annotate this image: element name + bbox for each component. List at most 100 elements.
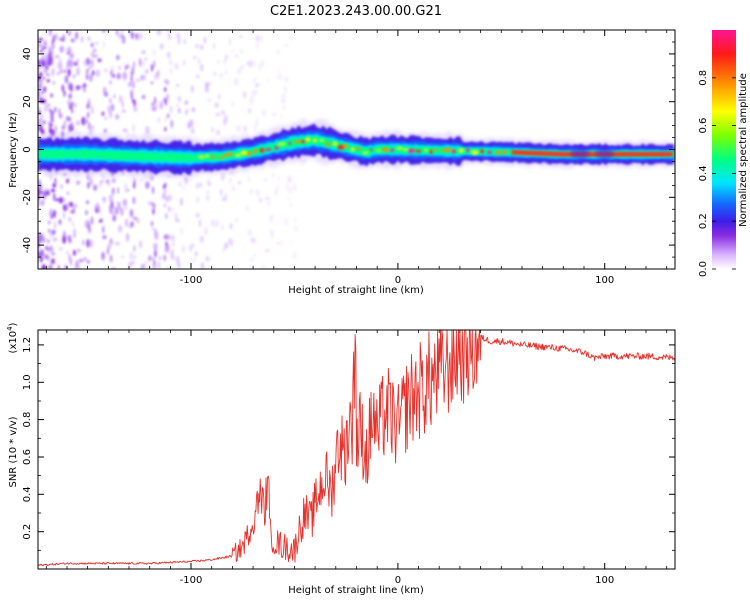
noise-speckle <box>126 129 129 139</box>
noise-speckle <box>67 191 69 195</box>
ridge-hotspot <box>362 151 369 154</box>
noise-speckle <box>261 109 266 117</box>
noise-speckle <box>110 200 114 208</box>
noise-speckle <box>279 73 283 81</box>
colorbar-tick-label: 0.8 <box>698 70 709 86</box>
noise-speckle <box>284 76 289 83</box>
ridge-hotspot <box>332 141 338 147</box>
noise-speckle <box>55 198 59 202</box>
noise-speckle <box>52 34 56 43</box>
noise-speckle <box>68 254 71 262</box>
noise-speckle <box>43 104 49 113</box>
noise-speckle <box>48 46 51 54</box>
noise-speckle <box>40 76 43 81</box>
noise-speckle <box>177 107 181 114</box>
noise-speckle <box>44 254 49 260</box>
noise-speckle <box>265 196 270 201</box>
noise-speckle <box>63 90 66 97</box>
noise-speckle <box>288 187 293 194</box>
ridge-hotspot <box>471 150 479 155</box>
noise-speckle <box>58 108 61 115</box>
noise-speckle <box>133 245 136 253</box>
noise-speckle <box>290 241 292 245</box>
noise-speckle <box>44 188 47 192</box>
noise-speckle <box>286 197 291 201</box>
noise-speckle <box>49 31 52 37</box>
noise-speckle <box>170 119 174 129</box>
noise-speckle <box>70 59 73 69</box>
noise-speckle <box>203 226 208 236</box>
noise-speckle <box>141 94 146 100</box>
noise-speckle <box>129 30 132 36</box>
colorbar-tick-label: 0.4 <box>698 165 709 181</box>
ridge-hotspot <box>218 156 224 160</box>
noise-speckle <box>68 201 72 207</box>
noise-speckle <box>39 123 43 133</box>
noise-speckle <box>152 256 155 264</box>
noise-speckle <box>120 255 125 259</box>
noise-speckle <box>166 79 169 86</box>
noise-speckle <box>151 202 154 206</box>
spectrogram-xtick-label: -100 <box>180 275 203 286</box>
noise-speckle <box>59 45 64 53</box>
noise-speckle <box>68 49 71 53</box>
noise-speckle <box>192 257 196 264</box>
noise-speckle <box>45 71 48 76</box>
noise-speckle <box>159 43 164 50</box>
noise-speckle <box>176 84 179 87</box>
noise-speckle <box>45 245 48 250</box>
noise-speckle <box>86 200 89 204</box>
noise-speckle <box>87 260 90 264</box>
noise-speckle <box>93 184 97 191</box>
noise-speckle <box>248 59 253 68</box>
ridge-hotspot <box>305 137 311 142</box>
noise-speckle <box>260 59 265 68</box>
noise-speckle <box>224 193 228 202</box>
noise-speckle <box>253 60 256 67</box>
noise-speckle <box>159 100 164 110</box>
noise-speckle <box>170 255 175 261</box>
noise-speckle <box>38 43 41 48</box>
noise-speckle <box>53 209 56 219</box>
noise-speckle <box>164 87 167 92</box>
noise-speckle <box>83 83 87 88</box>
noise-speckle <box>195 43 199 49</box>
spectrogram-ytick-label: 0 <box>22 146 33 152</box>
noise-speckle <box>256 187 259 194</box>
noise-speckle <box>264 249 270 253</box>
noise-speckle <box>165 241 168 247</box>
noise-speckle <box>65 46 68 53</box>
noise-speckle <box>182 185 185 191</box>
noise-speckle <box>254 76 257 82</box>
noise-speckle <box>166 265 170 269</box>
noise-speckle <box>107 104 112 114</box>
noise-speckle <box>121 109 127 113</box>
noise-speckle <box>164 245 168 253</box>
ridge-hotspot <box>235 153 241 157</box>
spectrogram-xtick-label: 100 <box>595 275 614 286</box>
noise-speckle <box>109 254 113 263</box>
noise-speckle <box>108 194 114 203</box>
noise-speckle <box>219 72 223 79</box>
spectrogram-ylabel: Frequency (Hz) <box>8 112 19 188</box>
noise-speckle <box>151 186 155 195</box>
noise-speckle <box>237 67 242 75</box>
ridge-hotspot <box>376 149 381 152</box>
noise-speckle <box>229 222 233 230</box>
noise-speckle <box>184 100 189 105</box>
noise-speckle <box>167 194 172 202</box>
noise-speckle <box>101 111 105 116</box>
noise-speckle <box>54 106 57 113</box>
ridge-hotspot <box>479 149 484 154</box>
noise-speckle <box>89 177 94 186</box>
noise-speckle <box>40 200 43 206</box>
noise-speckle <box>54 177 57 184</box>
noise-speckle <box>64 75 69 84</box>
noise-speckle <box>86 239 90 248</box>
noise-speckle <box>91 106 93 115</box>
noise-speckle <box>50 110 55 117</box>
noise-speckle <box>183 39 186 45</box>
noise-speckle <box>224 114 228 123</box>
ridge-hotspot <box>259 148 265 153</box>
noise-speckle <box>133 254 137 260</box>
